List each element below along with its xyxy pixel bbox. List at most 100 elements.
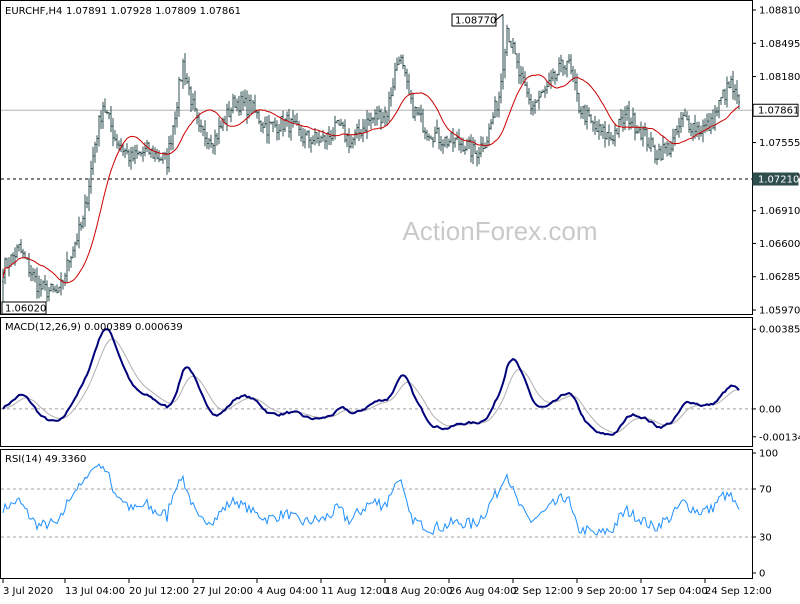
- candle: [378, 105, 380, 120]
- candle: [46, 280, 48, 302]
- candle: [234, 95, 236, 108]
- candle: [376, 106, 378, 126]
- candle: [550, 70, 552, 89]
- candle: [482, 136, 484, 153]
- candle: [622, 110, 624, 132]
- candle: [548, 72, 550, 87]
- price-tick-label: 1.06910: [759, 206, 800, 217]
- candle: [84, 194, 86, 227]
- candle: [118, 140, 120, 151]
- macd-tick-label: -0.001348: [759, 432, 800, 443]
- candle: [488, 123, 490, 147]
- candle: [464, 145, 466, 155]
- candle: [346, 133, 348, 148]
- candle: [614, 123, 616, 147]
- candle: [380, 108, 382, 130]
- candle: [444, 136, 446, 148]
- candle: [66, 251, 68, 284]
- candle: [590, 113, 592, 124]
- candle: [194, 90, 196, 112]
- candle: [302, 127, 304, 147]
- candle: [136, 144, 138, 159]
- candle: [4, 257, 6, 285]
- candle: [420, 104, 422, 123]
- candle: [532, 100, 534, 116]
- candle: [122, 143, 124, 156]
- ohlc-readout: 1.07891 1.07928 1.07809 1.07861: [66, 6, 241, 17]
- candle: [370, 112, 372, 130]
- candle: [632, 107, 634, 128]
- macd-line: [2, 328, 740, 436]
- candle: [684, 108, 686, 117]
- candle: [656, 149, 658, 165]
- rsi-tick-label: 100: [759, 449, 778, 460]
- rsi-tick-label: 30: [759, 533, 772, 544]
- candle: [330, 130, 332, 146]
- candle: [692, 122, 694, 141]
- candle: [536, 99, 538, 103]
- candle: [146, 139, 148, 153]
- candle: [38, 275, 40, 299]
- candles: [2, 14, 740, 305]
- candle: [618, 118, 620, 138]
- candle: [386, 111, 388, 126]
- candle: [36, 267, 38, 299]
- time-axis-label: 4 Aug 04:00: [257, 586, 318, 597]
- candle: [694, 114, 696, 139]
- candle: [52, 283, 54, 293]
- candle: [498, 91, 500, 118]
- candle: [592, 120, 594, 132]
- candle: [640, 121, 642, 141]
- candle: [612, 134, 614, 145]
- candle: [80, 221, 82, 231]
- rsi-line: [2, 463, 740, 536]
- candle: [610, 131, 612, 141]
- candle: [184, 53, 186, 86]
- candle: [476, 150, 478, 167]
- candle: [396, 57, 398, 71]
- candle: [676, 125, 678, 136]
- candle: [658, 143, 660, 160]
- candle: [670, 141, 672, 158]
- candle: [276, 120, 278, 141]
- candle: [78, 216, 80, 249]
- candle: [606, 132, 608, 140]
- candle: [552, 68, 554, 82]
- candle: [338, 119, 340, 126]
- candle: [236, 98, 238, 112]
- time-axis-label: 11 Aug 12:00: [321, 586, 388, 597]
- candle: [556, 73, 558, 82]
- candle: [332, 127, 334, 142]
- candle: [628, 101, 630, 131]
- candle: [156, 148, 158, 160]
- candle: [372, 116, 374, 124]
- current-price-tag-bg: [752, 103, 799, 117]
- candle: [216, 132, 218, 146]
- candle: [88, 178, 90, 212]
- candle: [218, 117, 220, 145]
- time-axis-label: 17 Sep 04:00: [641, 586, 708, 597]
- candle: [636, 125, 638, 134]
- price-tick-label: 1.08495: [759, 39, 800, 50]
- candle: [342, 121, 344, 129]
- candle: [560, 54, 562, 73]
- price-tick-label: 1.06600: [759, 239, 800, 250]
- candle: [538, 90, 540, 110]
- candle: [366, 110, 368, 140]
- candle: [454, 137, 456, 148]
- candle: [710, 113, 712, 135]
- candle: [256, 109, 258, 119]
- candle: [680, 111, 682, 133]
- candle: [512, 38, 514, 54]
- candle: [616, 127, 618, 135]
- candle: [18, 243, 20, 252]
- candle: [734, 84, 736, 101]
- candle: [244, 89, 246, 107]
- candle: [44, 275, 46, 291]
- candle: [320, 135, 322, 143]
- candle: [112, 118, 114, 147]
- candle: [348, 128, 350, 154]
- macd-title: MACD(12,26,9) 0.000389 0.000639: [5, 322, 183, 333]
- rsi-title: RSI(14) 49.3360: [5, 454, 86, 465]
- candle: [208, 138, 210, 150]
